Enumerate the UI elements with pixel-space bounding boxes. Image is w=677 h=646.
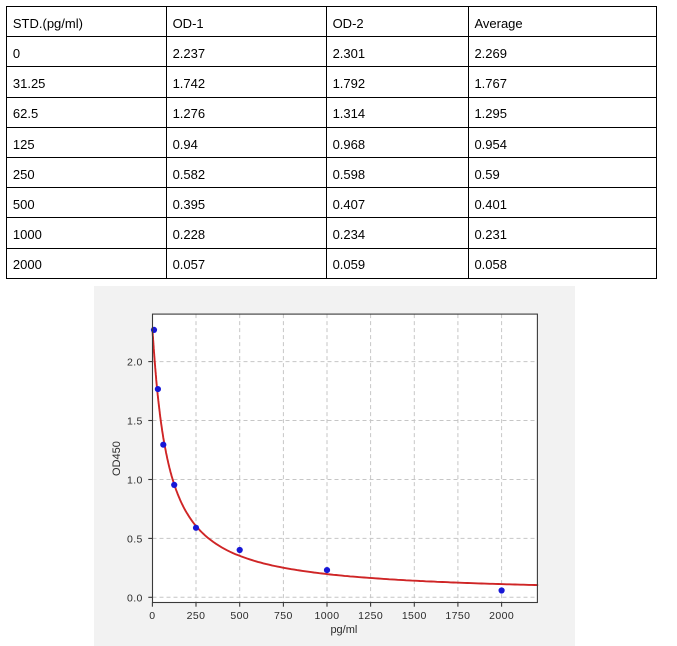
svg-text:pg/ml: pg/ml: [330, 624, 357, 636]
svg-text:500: 500: [230, 610, 249, 622]
svg-text:0: 0: [149, 610, 155, 622]
svg-text:250: 250: [187, 610, 206, 622]
svg-text:0.0: 0.0: [127, 592, 143, 604]
svg-text:1.5: 1.5: [127, 416, 143, 428]
svg-text:0.5: 0.5: [127, 534, 143, 546]
svg-text:1750: 1750: [445, 610, 470, 622]
svg-text:2000: 2000: [489, 610, 514, 622]
svg-text:OD450: OD450: [111, 441, 123, 476]
svg-text:1000: 1000: [315, 610, 340, 622]
svg-text:1.0: 1.0: [127, 475, 143, 487]
svg-text:2.0: 2.0: [127, 357, 143, 369]
svg-text:1250: 1250: [358, 610, 383, 622]
svg-text:750: 750: [274, 610, 293, 622]
svg-text:1500: 1500: [402, 610, 427, 622]
